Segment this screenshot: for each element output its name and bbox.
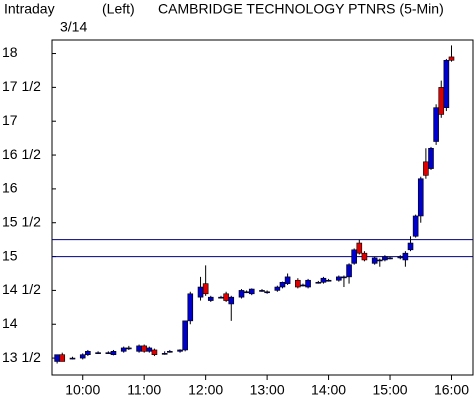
y-tick-label: 14 1/2: [2, 281, 41, 297]
x-tick-label: 10:00: [65, 382, 100, 398]
axis-side-label: (Left): [102, 1, 135, 17]
candle-body: [85, 351, 91, 355]
candle-body: [417, 178, 424, 217]
y-tick-label: 13 1/2: [2, 349, 41, 365]
candle-body: [264, 291, 270, 294]
candle-body: [228, 296, 235, 305]
candle-body: [202, 283, 209, 295]
chart-title: CAMBRIDGE TECHNOLOGY PTNRS (5-Min): [158, 1, 444, 17]
candle-body: [320, 277, 327, 283]
candle-body: [146, 347, 153, 352]
candle-body: [197, 286, 204, 298]
candle-body: [182, 320, 188, 351]
candle-body: [382, 256, 388, 261]
y-tick-label: 17 1/2: [2, 78, 41, 94]
candle-body: [407, 242, 414, 251]
candle-body: [141, 345, 147, 352]
candle-body: [120, 347, 127, 352]
candle-body: [300, 284, 306, 287]
candle-body: [438, 87, 445, 115]
y-tick-label: 16 1/2: [2, 146, 41, 162]
candle-body: [110, 351, 117, 355]
x-tick-label: 14:00: [311, 382, 346, 398]
candle-body: [95, 352, 101, 354]
plot-frame: [51, 39, 474, 376]
candle-body: [402, 252, 409, 261]
candle-body: [151, 349, 158, 355]
candle-body: [315, 281, 322, 284]
y-tick-label: 18: [2, 44, 18, 60]
candle-body: [428, 147, 434, 169]
candle-body: [346, 264, 352, 278]
candle-body: [218, 296, 224, 299]
y-tick-label: 14: [2, 315, 18, 331]
candle-body: [105, 352, 112, 354]
candle-body: [279, 281, 286, 288]
y-tick-label: 15 1/2: [2, 213, 41, 229]
x-tick-label: 13:00: [250, 382, 285, 398]
candle-body: [356, 242, 363, 254]
candle-body: [161, 353, 168, 355]
x-tick-label: 11:00: [127, 382, 161, 398]
candle-body: [433, 107, 439, 142]
y-tick-label: 16: [2, 180, 18, 196]
candle-body: [448, 56, 455, 61]
candle-body: [69, 357, 76, 360]
candle-body: [248, 288, 255, 295]
candle-body: [371, 257, 378, 264]
candle-body: [243, 291, 250, 294]
candle-body: [341, 276, 347, 279]
candle-body: [376, 259, 383, 262]
candle-body: [325, 279, 332, 282]
candle-body: [223, 293, 229, 301]
candle-body: [59, 354, 66, 362]
date-label: 3/14: [60, 19, 87, 35]
candle-body: [305, 279, 311, 288]
candle-body: [397, 256, 404, 259]
candle-body: [274, 286, 281, 291]
candle-body: [387, 257, 393, 260]
candle-body: [207, 296, 214, 301]
candle-body: [443, 60, 450, 108]
candle-body: [336, 276, 342, 281]
candle-body: [136, 345, 142, 352]
candle-body: [351, 249, 357, 264]
period-label: Intraday: [4, 1, 55, 17]
candle-body: [54, 354, 60, 362]
candle-body: [238, 290, 245, 298]
candle-body: [166, 351, 173, 353]
candle-body: [295, 279, 301, 288]
candle-body: [187, 293, 194, 322]
candle-body: [177, 349, 183, 352]
x-tick-label: 12:00: [188, 382, 223, 398]
candle-body: [126, 347, 132, 350]
y-tick-label: 17: [2, 112, 18, 128]
candle-body: [284, 276, 291, 284]
x-tick-label: 15:00: [373, 382, 408, 398]
candle-body: [259, 290, 265, 292]
y-tick-label: 15: [2, 247, 18, 263]
candle-body: [79, 354, 86, 359]
candle-body: [423, 161, 429, 176]
candle-body: [412, 215, 419, 237]
candle-body: [361, 252, 368, 261]
x-tick-label: 16:00: [434, 382, 469, 398]
